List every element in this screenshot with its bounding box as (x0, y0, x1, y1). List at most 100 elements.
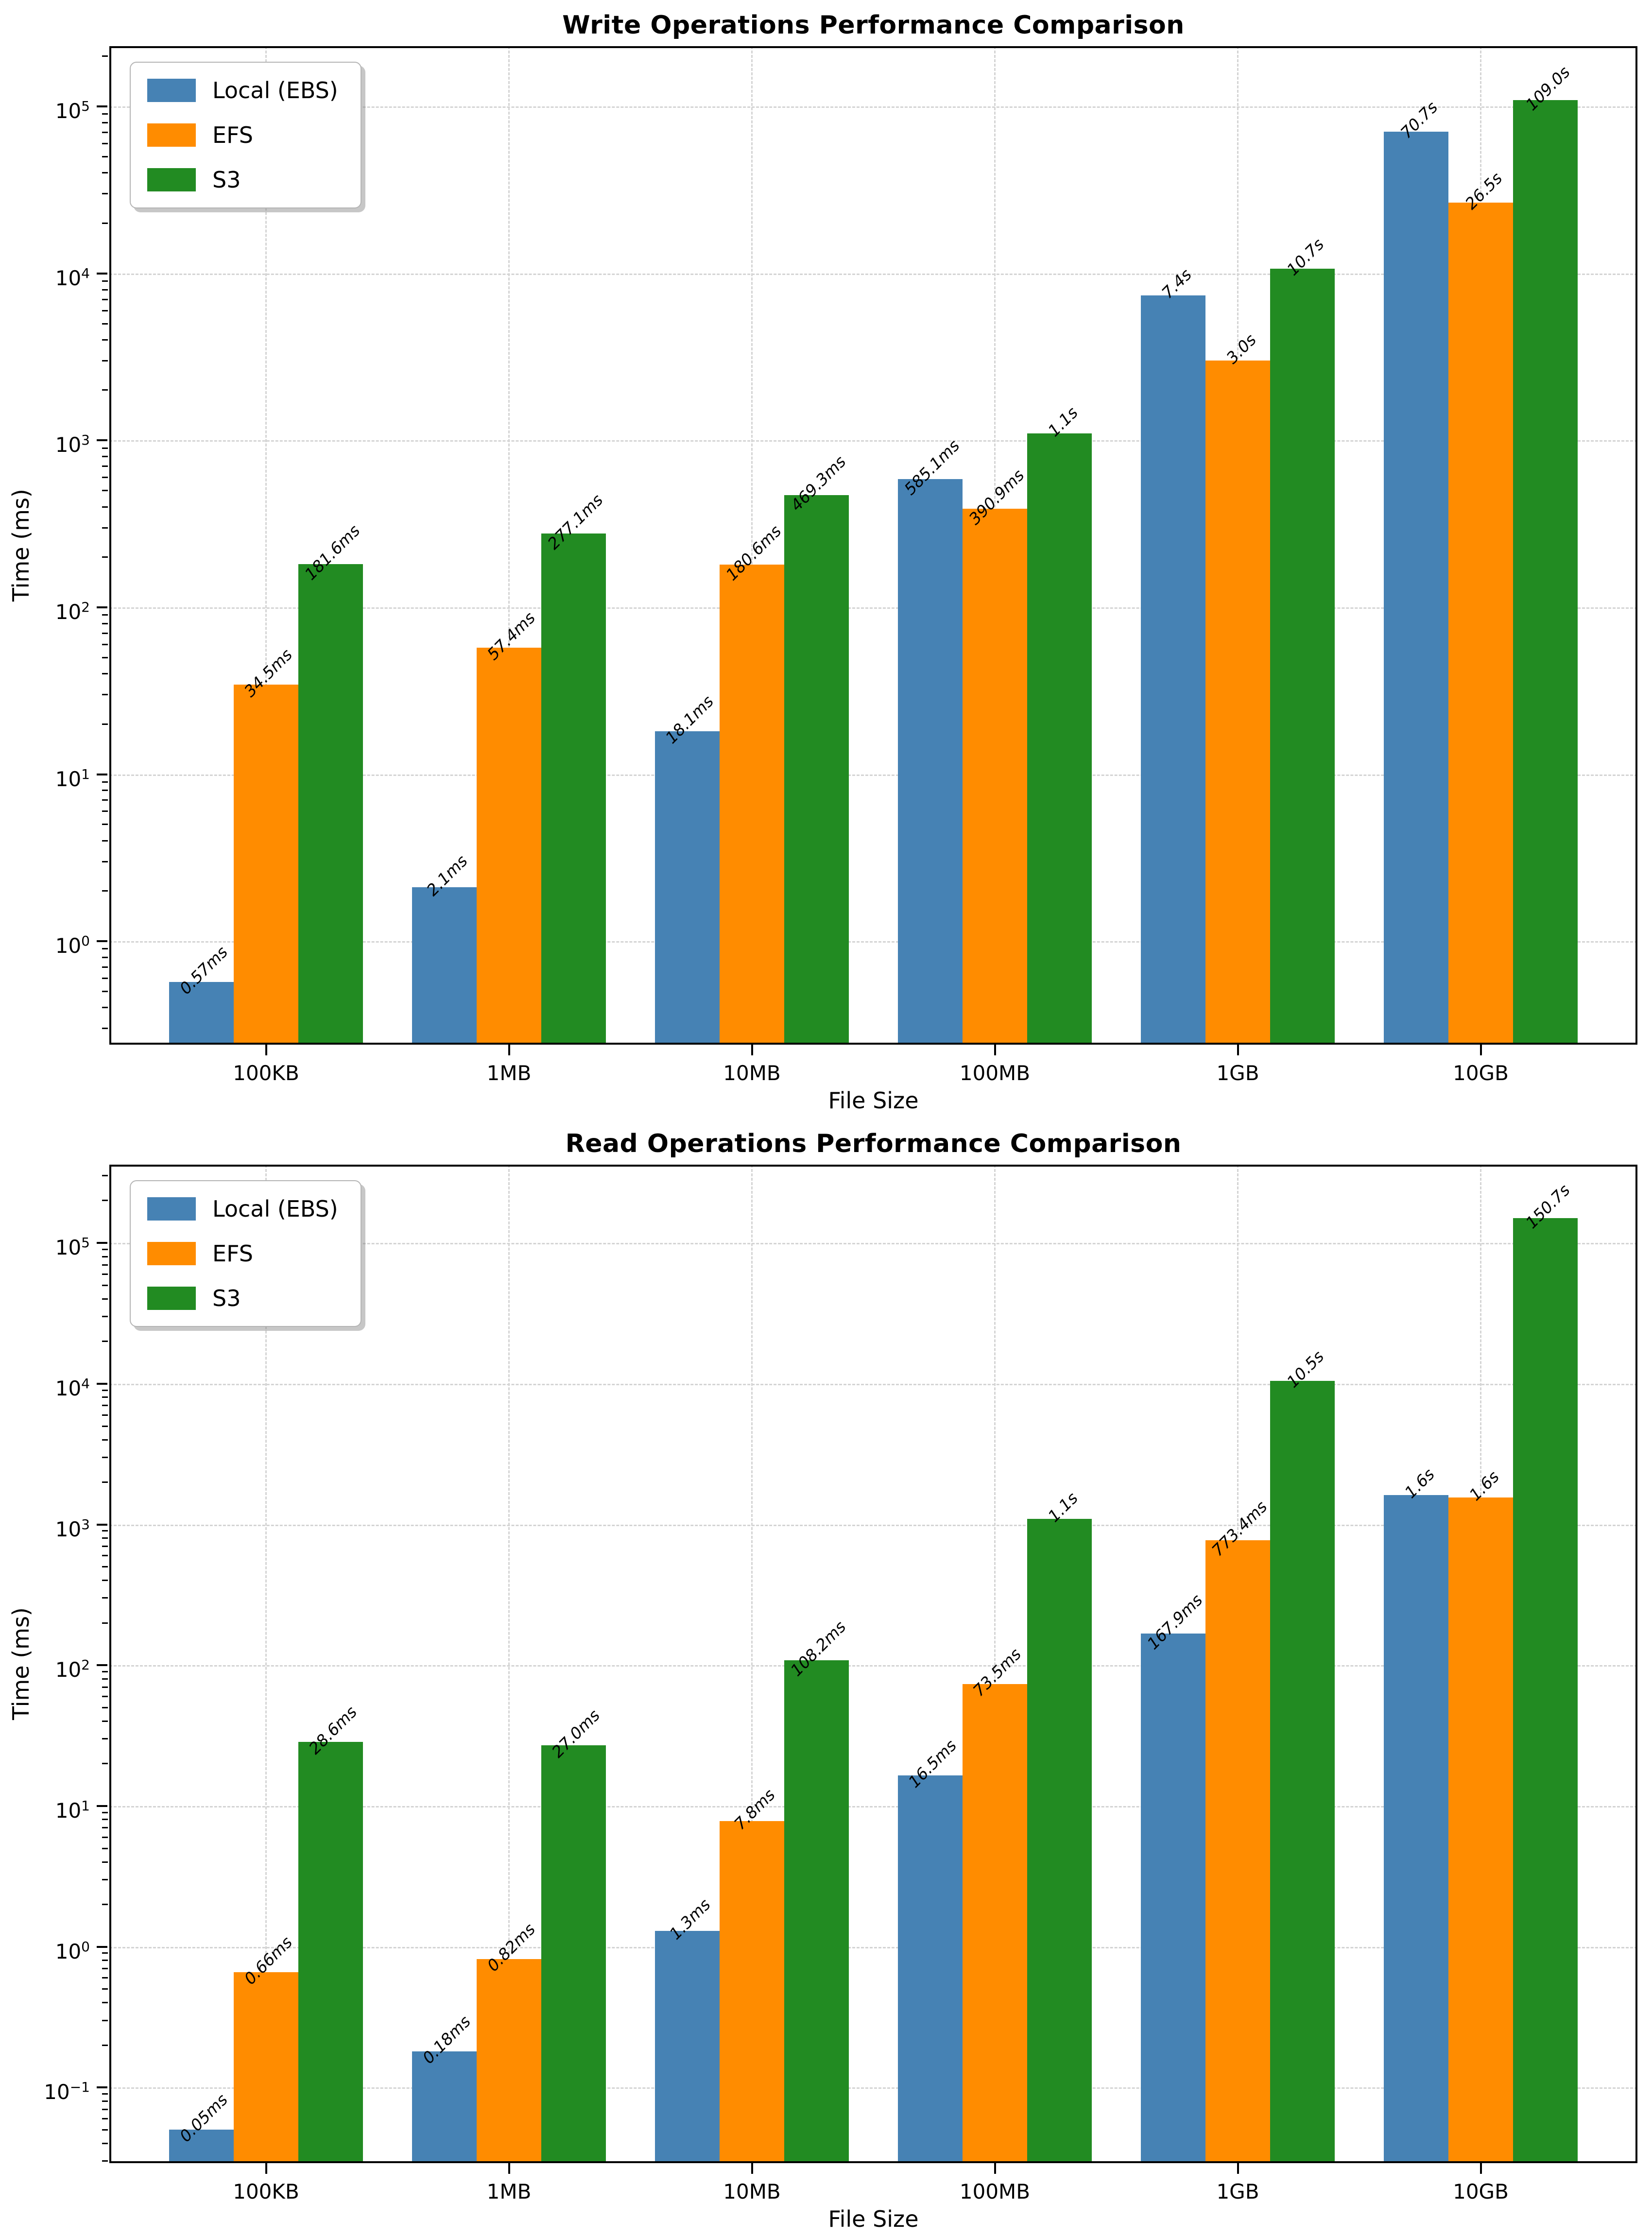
bar-s3-10GB (1513, 100, 1578, 1045)
x-tick-label: 1MB (486, 1061, 532, 1085)
y-tick (97, 1523, 107, 1526)
y-tick (97, 1805, 107, 1807)
bar-efs-100MB (963, 1684, 1027, 2163)
bar-local-1GB (1141, 1634, 1205, 2163)
y-minor-tick (102, 1686, 108, 1688)
x-tick (994, 1045, 996, 1055)
bar-local-10GB (1384, 132, 1448, 1045)
bar-local-1MB (412, 2051, 477, 2163)
h-gridline (109, 2087, 1637, 2089)
y-minor-tick (102, 1903, 108, 1905)
read-x-axis-label: File Size (828, 2206, 919, 2232)
y-minor-tick (102, 1456, 108, 1458)
legend-swatch-s3 (147, 1287, 196, 1310)
y-tick (97, 1945, 107, 1948)
y-minor-tick (102, 360, 108, 361)
y-minor-tick (102, 1028, 108, 1030)
y-minor-tick (102, 1273, 108, 1275)
v-gridline (751, 46, 753, 1045)
y-tick-label: 102 (55, 1657, 90, 1682)
y-minor-tick (102, 1763, 108, 1765)
x-tick (265, 2163, 267, 2174)
h-gridline (109, 440, 1637, 442)
y-minor-tick (102, 447, 108, 449)
x-tick (265, 1045, 267, 1055)
legend-label: S3 (212, 167, 241, 193)
v-gridline (508, 46, 510, 1045)
v-gridline (994, 1165, 996, 2163)
y-minor-tick (102, 477, 108, 479)
bar-local-1MB (412, 887, 477, 1045)
y-tick (97, 272, 107, 275)
y-minor-tick (102, 1175, 108, 1177)
y-minor-tick (102, 122, 108, 124)
y-minor-tick (102, 1678, 108, 1680)
y-minor-tick (102, 2019, 108, 2021)
y-minor-tick (102, 1545, 108, 1547)
bar-local-100MB (898, 1775, 963, 2163)
y-minor-tick (102, 1298, 108, 1300)
y-minor-tick (102, 1530, 108, 1532)
y-minor-tick (102, 1566, 108, 1568)
v-gridline (508, 1165, 510, 2163)
legend-swatch-efs (147, 1242, 196, 1265)
legend-item: Local (EBS) (147, 1196, 338, 1222)
y-tick (97, 940, 107, 943)
y-minor-tick (102, 1622, 108, 1624)
h-gridline (109, 1243, 1637, 1245)
y-tick (97, 439, 107, 442)
y-minor-tick (102, 1555, 108, 1557)
y-minor-tick (102, 1396, 108, 1398)
y-minor-tick (102, 1811, 108, 1813)
legend-swatch-efs (147, 123, 196, 147)
h-gridline (109, 1946, 1637, 1948)
y-minor-tick (102, 1481, 108, 1483)
y-minor-tick (102, 1819, 108, 1821)
y-minor-tick (102, 2129, 108, 2131)
y-minor-tick (102, 622, 108, 624)
y-tick (97, 1382, 107, 1385)
y-minor-tick (102, 310, 108, 311)
bar-s3-1MB (541, 533, 606, 1045)
y-minor-tick (102, 1988, 108, 1990)
y-minor-tick (102, 142, 108, 144)
y-minor-tick (102, 2093, 108, 2095)
bar-efs-1MB (477, 1959, 541, 2163)
y-minor-tick (102, 890, 108, 892)
y-minor-tick (102, 2100, 108, 2102)
y-minor-tick (102, 1706, 108, 1708)
write-chart-title: Write Operations Performance Comparison (562, 11, 1185, 40)
x-tick-label: 10GB (1453, 2180, 1509, 2203)
bar-local-10MB (655, 1930, 720, 2163)
bar-local-1GB (1141, 295, 1205, 1045)
y-minor-tick (102, 1341, 108, 1342)
y-minor-tick (102, 456, 108, 458)
x-tick (1480, 1045, 1482, 1055)
y-minor-tick (102, 172, 108, 174)
x-tick-label: 100KB (233, 1061, 299, 1085)
legend-item: EFS (147, 122, 338, 148)
y-minor-tick (102, 990, 108, 992)
y-minor-tick (102, 1284, 108, 1286)
y-minor-tick (102, 1861, 108, 1863)
x-tick-label: 1GB (1216, 2180, 1259, 2203)
bar-efs-10MB (720, 564, 784, 1045)
y-minor-tick (102, 1952, 108, 1954)
bar-local-100MB (898, 479, 963, 1045)
y-tick (97, 1664, 107, 1667)
x-tick-label: 100MB (959, 1061, 1031, 1085)
y-tick (97, 773, 107, 775)
y-tick-label: 103 (55, 432, 90, 457)
legend-swatch-s3 (147, 168, 196, 191)
h-gridline (109, 1383, 1637, 1385)
y-minor-tick (102, 1827, 108, 1829)
bar-local-10GB (1384, 1495, 1448, 2163)
y-tick-label: 104 (55, 265, 90, 290)
y-minor-tick (102, 956, 108, 958)
y-minor-tick (102, 1439, 108, 1441)
h-gridline (109, 1524, 1637, 1526)
read-chart-title: Read Operations Performance Comparison (565, 1129, 1182, 1158)
bar-efs-1MB (477, 647, 541, 1045)
legend-swatch-local (147, 1197, 196, 1221)
legend-label: S3 (212, 1285, 241, 1311)
